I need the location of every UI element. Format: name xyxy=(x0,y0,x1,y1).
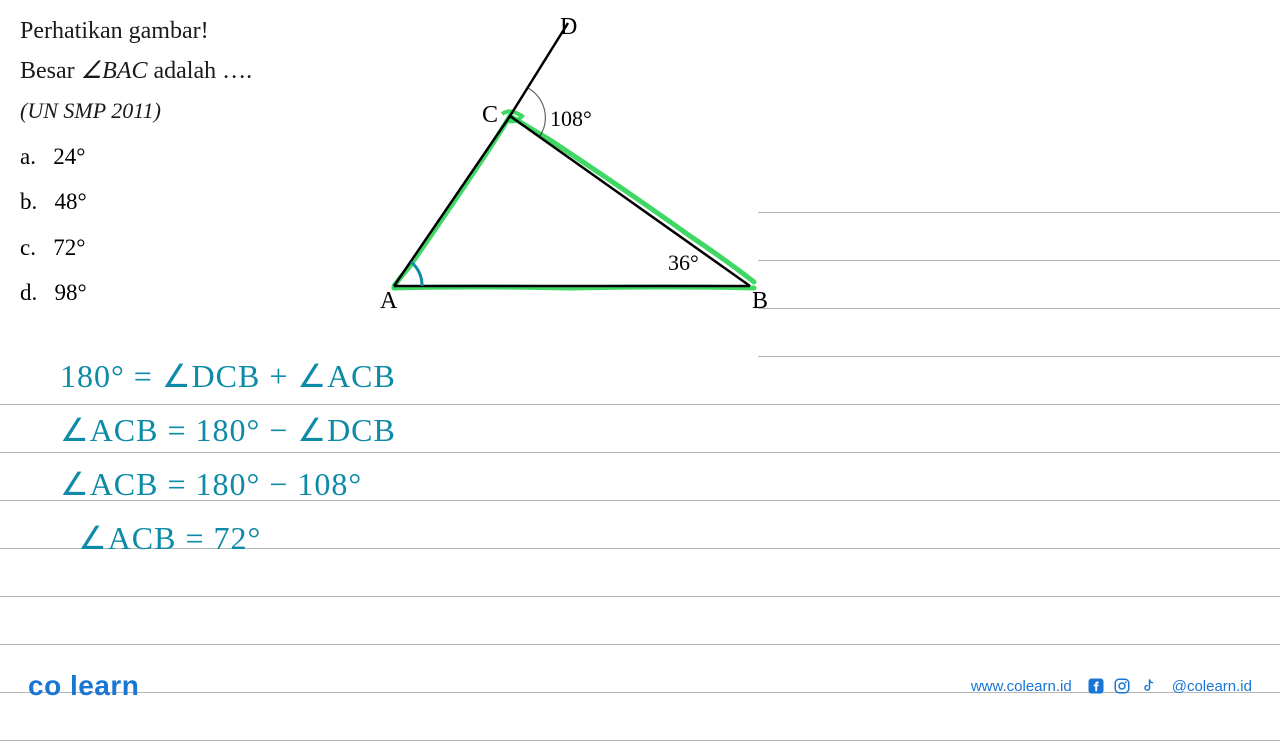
tiktok-icon xyxy=(1138,676,1158,696)
footer-url: www.colearn.id xyxy=(971,678,1072,695)
brand-logo: co learn xyxy=(28,670,139,702)
footer-right: www.colearn.id @colearn.id xyxy=(971,676,1252,696)
angle-108: 108° xyxy=(550,106,592,131)
hw-line-3: ∠ACB = 180° − 108° xyxy=(60,460,396,508)
geometry-diagram: A B C D 108° 36° xyxy=(350,8,790,318)
instagram-icon xyxy=(1112,676,1132,696)
label-B: B xyxy=(752,288,768,314)
hw-line-2: ∠ACB = 180° − ∠DCB xyxy=(60,406,396,454)
hw-line-1: 180° = ∠DCB + ∠ACB xyxy=(60,352,396,400)
handwritten-work: 180° = ∠DCB + ∠ACB ∠ACB = 180° − ∠DCB ∠A… xyxy=(60,352,396,568)
label-A: A xyxy=(380,288,398,314)
angle-36: 36° xyxy=(668,250,699,275)
label-D: D xyxy=(560,14,577,40)
footer-handle: @colearn.id xyxy=(1172,678,1252,695)
facebook-icon xyxy=(1086,676,1106,696)
label-C: C xyxy=(482,102,498,128)
social-icons xyxy=(1086,676,1158,696)
footer: co learn www.colearn.id @colearn.id xyxy=(0,670,1280,702)
hw-line-4: ∠ACB = 72° xyxy=(78,514,396,562)
